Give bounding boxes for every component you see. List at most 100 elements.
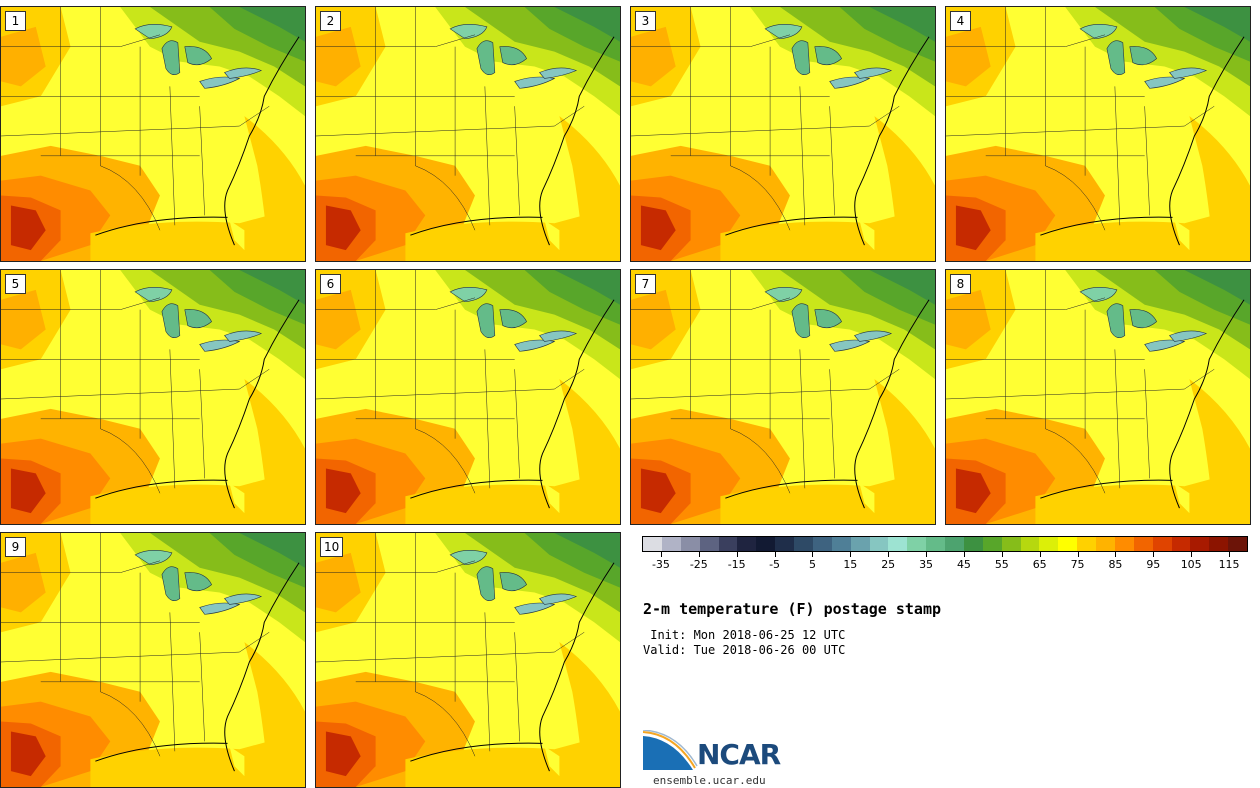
colorbar-tick (963, 552, 965, 557)
member-panel-7: 7 (630, 269, 936, 525)
member-number: 3 (635, 11, 656, 31)
colorbar-swatch (661, 537, 681, 551)
colorbar-tick (698, 552, 700, 557)
colorbar-tick (850, 552, 852, 557)
colorbar-tick-label: 85 (1108, 558, 1123, 571)
member-panel-6: 6 (315, 269, 621, 525)
member-panel-5: 5 (0, 269, 306, 525)
ncar-logo-text: NCAR (697, 738, 781, 771)
colorbar-tick (812, 552, 814, 557)
temperature-colorbar (642, 536, 1248, 552)
colorbar-swatch (1114, 537, 1134, 551)
colorbar-swatch (1058, 537, 1078, 551)
colorbar-tick-label: 25 (881, 558, 896, 571)
init-time: Init: Mon 2018-06-25 12 UTC (643, 628, 846, 642)
member-panel-3: 3 (630, 6, 936, 262)
colorbar-swatch (888, 537, 908, 551)
temperature-map (1, 7, 305, 261)
colorbar-tick-label: -25 (689, 558, 708, 571)
colorbar-swatch (794, 537, 813, 551)
colorbar-tick (660, 552, 662, 557)
colorbar-swatch (831, 537, 851, 551)
member-number: 6 (320, 274, 341, 294)
colorbar-swatch (945, 537, 964, 551)
temperature-map (1, 270, 305, 524)
colorbar-swatch (756, 537, 776, 551)
colorbar-swatch (907, 537, 927, 551)
temperature-map (631, 270, 935, 524)
member-panel-9: 9 (0, 532, 306, 788)
colorbar-swatch (1077, 537, 1096, 551)
colorbar-tick (1191, 552, 1193, 557)
colorbar-tick (888, 552, 890, 557)
member-number: 7 (635, 274, 656, 294)
colorbar-tick (1039, 552, 1041, 557)
colorbar-swatch (775, 537, 794, 551)
member-number: 8 (950, 274, 971, 294)
colorbar-tick (1077, 552, 1079, 557)
colorbar-tick (1229, 552, 1231, 557)
ncar-logo-icon (643, 730, 698, 770)
colorbar-tick-label: 35 (919, 558, 934, 571)
temperature-map (631, 7, 935, 261)
member-number: 2 (320, 11, 341, 31)
colorbar-tick (926, 552, 928, 557)
colorbar-tick-label: -15 (727, 558, 746, 571)
colorbar-tick-label: 65 (1032, 558, 1047, 571)
colorbar-swatch (1039, 537, 1059, 551)
colorbar-tick (1001, 552, 1003, 557)
colorbar-swatch (812, 537, 832, 551)
colorbar-tick-label: 75 (1070, 558, 1085, 571)
colorbar-swatch (850, 537, 870, 551)
colorbar-swatch (1096, 537, 1115, 551)
colorbar-swatch (926, 537, 945, 551)
colorbar-swatch (869, 537, 889, 551)
colorbar-tick-label: 55 (994, 558, 1009, 571)
member-number: 1 (5, 11, 26, 31)
member-number: 5 (5, 274, 26, 294)
colorbar-swatch (963, 537, 983, 551)
temperature-map (946, 7, 1250, 261)
colorbar-swatch (1190, 537, 1210, 551)
colorbar-swatch (1152, 537, 1172, 551)
site-url: ensemble.ucar.edu (653, 774, 766, 787)
temperature-map (1, 533, 305, 787)
member-panel-2: 2 (315, 6, 621, 262)
colorbar-tick (1153, 552, 1155, 557)
colorbar-tick (774, 552, 776, 557)
colorbar-tick (736, 552, 738, 557)
member-number: 4 (950, 11, 971, 31)
colorbar-swatch (982, 537, 1002, 551)
colorbar-swatch (718, 537, 738, 551)
colorbar-swatch (1020, 537, 1040, 551)
member-number: 9 (5, 537, 26, 557)
colorbar-swatch (699, 537, 719, 551)
colorbar-swatch (1209, 537, 1229, 551)
member-panel-10: 10 (315, 532, 621, 788)
temperature-map (316, 7, 620, 261)
colorbar-tick-label: -35 (651, 558, 670, 571)
figure-title: 2-m temperature (F) postage stamp (643, 600, 942, 618)
member-number: 10 (320, 537, 344, 557)
temperature-map (946, 270, 1250, 524)
colorbar-swatch (680, 537, 700, 551)
colorbar-tick-label: 45 (956, 558, 971, 571)
colorbar-tick-label: 95 (1146, 558, 1161, 571)
member-panel-1: 1 (0, 6, 306, 262)
temperature-map (316, 270, 620, 524)
member-panel-4: 4 (945, 6, 1251, 262)
colorbar-swatch (1228, 537, 1247, 551)
colorbar-swatch (1133, 537, 1153, 551)
colorbar-ticks: -35 -25 -15 -5 5 15 25 35 45 55 65 75 85 95 105 115 (642, 552, 1248, 576)
member-panel-8: 8 (945, 269, 1251, 525)
colorbar-swatch (1171, 537, 1191, 551)
temperature-map (316, 533, 620, 787)
colorbar-swatch (643, 537, 662, 551)
colorbar-tick-label: -5 (769, 558, 781, 571)
valid-time: Valid: Tue 2018-06-26 00 UTC (643, 643, 846, 657)
colorbar-tick-label: 15 (843, 558, 858, 571)
colorbar-swatch (737, 537, 757, 551)
colorbar-tick (1115, 552, 1117, 557)
colorbar-tick-label: 5 (808, 558, 816, 571)
colorbar-tick-label: 105 (1180, 558, 1202, 571)
